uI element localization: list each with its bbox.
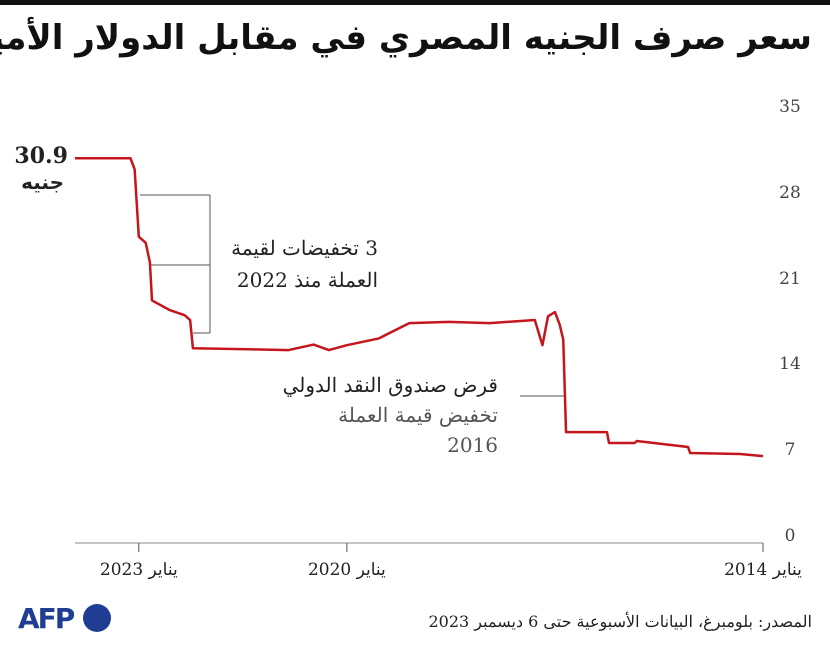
data-line: [75, 157, 764, 458]
y-tick-label: 21: [779, 268, 801, 289]
x-tick-label: يناير 2020: [307, 560, 386, 580]
source: المصدر: بلومبرغ، البيانات الأسبوعية حتى …: [428, 612, 812, 631]
bracket: [140, 194, 566, 397]
x-tick-label: يناير 2023: [99, 560, 178, 580]
start-value: 30.9: [14, 143, 68, 169]
annotation: العملة منذ 2022: [236, 268, 378, 292]
annotation: 3 تخفيضات لقيمة: [231, 236, 378, 260]
logo-circle: [83, 604, 111, 632]
y-tick-label: 14: [779, 354, 801, 375]
y-tick-label: 28: [779, 182, 801, 203]
start-unit: جنيه: [21, 170, 64, 194]
y-tick-label: 35: [779, 97, 801, 117]
annotation: 2016: [447, 433, 498, 457]
logo: AFP: [18, 602, 75, 635]
chart-title: سعر صرف الجنيه المصري في مقابل الدولار ا…: [0, 18, 812, 58]
top-bar: [0, 0, 830, 5]
y-tick-label: 0: [784, 526, 796, 546]
annotation: قرض صندوق النقد الدولي: [282, 373, 498, 397]
y-tick-label: 7: [784, 440, 796, 461]
x-tick-label: يناير 2014: [724, 560, 802, 580]
annotation: تخفيض قيمة العملة: [338, 403, 498, 427]
